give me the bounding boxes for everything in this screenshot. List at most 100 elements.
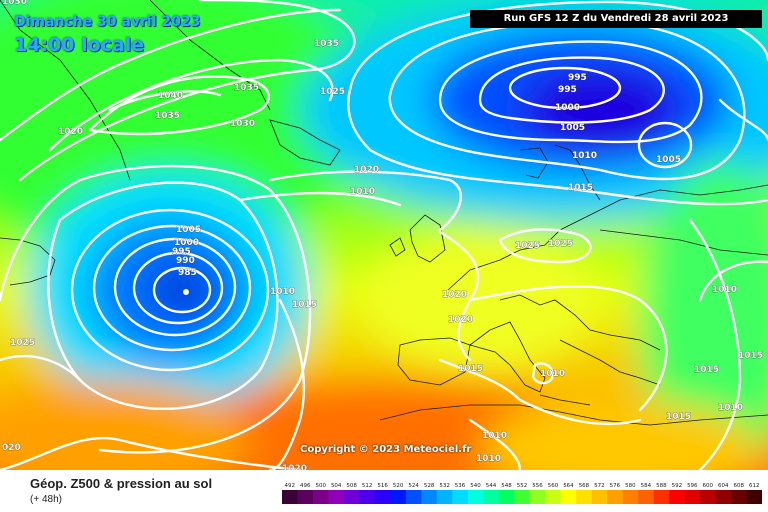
scale-swatch-572 (591, 490, 608, 504)
isobar-1030 (48, 58, 334, 152)
label-1010-b: 1010 (572, 151, 597, 161)
forecast-time: 14:00 locale (14, 34, 145, 56)
scale-label-512: 512 (362, 483, 373, 489)
geopotential-field (0, 0, 768, 470)
low-center-markers (183, 289, 189, 295)
scale-label-500: 500 (315, 483, 326, 489)
label-1010-c: 1010 (270, 287, 295, 297)
label-1015-d: 1015 (738, 351, 763, 361)
scale-label-548: 548 (501, 483, 512, 489)
label-1005-a: 1005 (560, 123, 585, 133)
isobars (0, 0, 768, 470)
scale-swatch-612 (746, 490, 762, 504)
isobar-1015-sw (268, 298, 306, 470)
label-1040-a: 1040 (158, 91, 183, 101)
label-1000-b: 1000 (174, 238, 199, 248)
scale-swatch-560 (545, 490, 562, 504)
isobar-1020-sw (0, 436, 302, 470)
scale-swatch-564 (560, 490, 577, 504)
scale-label-568: 568 (579, 483, 590, 489)
weather-map: 1040103510351035103010251020102010109959… (0, 0, 768, 470)
isobar-1015-eu (438, 358, 642, 426)
scale-swatch-516 (374, 490, 391, 504)
forecast-date: Dimanche 30 avril 2023 (14, 14, 201, 30)
label-1020-a: 1020 (58, 127, 83, 137)
scale-label-536: 536 (455, 483, 466, 489)
label-1000-a: 1000 (555, 103, 580, 113)
scale-label-504: 504 (331, 483, 342, 489)
label-1005-c: 1005 (176, 225, 201, 235)
scale-swatch-524 (405, 490, 422, 504)
scale-label-516: 516 (377, 483, 388, 489)
scale-label-492: 492 (284, 483, 295, 489)
isobar-1020-mid (268, 170, 462, 232)
isobar-1040 (108, 90, 222, 112)
label-1025-a: 1025 (320, 87, 345, 97)
label-1015-c: 1015 (458, 364, 483, 374)
label-1020-f: 020 (2, 443, 21, 453)
scale-swatch-500 (312, 490, 329, 504)
forecast-lead-time: (+ 48h) (30, 494, 62, 505)
scale-swatch-588 (653, 490, 670, 504)
scale-label-524: 524 (408, 483, 419, 489)
scale-swatch-520 (390, 490, 407, 504)
label-995-c: 995 (172, 247, 191, 257)
isobar-1010-se (468, 418, 522, 470)
scale-label-576: 576 (610, 483, 621, 489)
scale-swatch-548 (498, 490, 515, 504)
label-1015-e: 1015 (694, 365, 719, 375)
scale-swatch-512 (359, 490, 376, 504)
isobar-990 (132, 251, 224, 325)
map-title: Géop. Z500 & pression au sol (30, 476, 213, 491)
scale-swatch-496 (297, 490, 314, 504)
scale-swatch-576 (607, 490, 623, 504)
copyright-notice: Copyright © 2023 Meteociel.fr (300, 444, 472, 455)
label-1010-a: 1010 (350, 187, 375, 197)
scale-label-540: 540 (470, 483, 481, 489)
model-run-banner: Run GFS 12 Z du Vendredi 28 avril 2023 (470, 10, 762, 28)
scale-label-588: 588 (656, 483, 667, 489)
isobar-1010-mid (238, 191, 402, 207)
label-1035-c: 1035 (314, 39, 339, 49)
isobar-995 (113, 237, 237, 337)
label-985: 985 (178, 268, 197, 278)
isobar-1000 (92, 224, 252, 352)
label-1025-c: 1025 (548, 239, 573, 249)
isobar-1010-it (531, 362, 554, 385)
color-scale: 492 496 500 504 508 512 516 520 524 528 532 536 540 5… (282, 483, 762, 504)
label-1015-b: 1015 (292, 300, 317, 310)
label-1030: 1030 (230, 119, 255, 129)
scale-swatch-608 (731, 490, 747, 504)
scale-label-600: 600 (703, 483, 714, 489)
isobar-1005 (70, 208, 270, 372)
label-1020-e: 1020 (282, 464, 307, 470)
scale-swatch-544 (483, 490, 500, 504)
scale-swatch-528 (421, 490, 438, 504)
label-1025-b: 1025 (515, 241, 540, 251)
scale-swatch-556 (529, 490, 546, 504)
label-1015-a: 1015 (568, 183, 593, 193)
scale-swatch-604 (715, 490, 732, 504)
scale-swatch-504 (328, 490, 345, 504)
scale-swatch-508 (343, 490, 360, 504)
scale-label-552: 552 (517, 483, 528, 489)
label-1005-b: 1005 (656, 155, 681, 165)
scale-label-560: 560 (548, 483, 559, 489)
scale-label-584: 584 (641, 483, 652, 489)
scale-label-592: 592 (672, 483, 683, 489)
isobar-985 (152, 266, 212, 314)
label-1020-b: 1020 (354, 165, 379, 175)
isobar-1005-n (438, 40, 703, 144)
label-990: 990 (176, 256, 195, 266)
scale-swatch-492 (282, 490, 298, 504)
label-1010-f: 1010 (718, 403, 743, 413)
scale-swatch-532 (436, 490, 453, 504)
scale-swatch-540 (467, 490, 484, 504)
low-center-atlantic (183, 289, 189, 295)
label-1015-f: 1015 (666, 412, 691, 422)
label-1035-b: 1035 (155, 111, 180, 121)
scale-label-532: 532 (439, 483, 450, 489)
label-995-b: 995 (558, 85, 577, 95)
scale-label-604: 604 (718, 483, 729, 489)
isobar-995-n (508, 66, 622, 110)
